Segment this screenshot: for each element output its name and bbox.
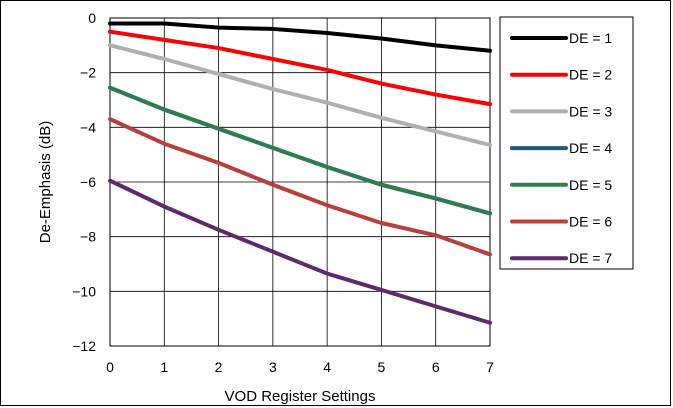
y-tick-label: −12 <box>72 338 96 354</box>
legend-label: DE = 4 <box>569 140 612 156</box>
y-tick-label: 0 <box>88 10 96 26</box>
legend-label: DE = 1 <box>569 30 612 46</box>
series-line-de-3 <box>108 43 492 148</box>
series-line-de-6 <box>108 117 492 257</box>
x-tick-label: 1 <box>160 359 168 375</box>
legend-items: DE = 1 DE = 2 DE = 3 DE = 4 DE = 5 DE = 6 DE =… <box>510 30 612 266</box>
series-lines <box>108 21 492 325</box>
legend-label: DE = 3 <box>569 103 612 119</box>
legend: DE = 1 DE = 2 DE = 3 DE = 4 DE = 5 DE = 6 DE =… <box>499 16 634 270</box>
y-tick-label: −2 <box>80 65 96 81</box>
x-tick-label: 6 <box>432 359 440 375</box>
y-axis-label: De-Emphasis (dB) <box>37 121 54 244</box>
x-tick-label: 7 <box>486 359 494 375</box>
legend-label: DE = 6 <box>569 214 612 230</box>
y-tick-label: −10 <box>72 283 96 299</box>
y-tick-label: −6 <box>80 174 96 190</box>
legend-label: DE = 5 <box>569 177 612 193</box>
x-tick-label: 2 <box>215 359 223 375</box>
legend-box <box>499 16 634 270</box>
legend-label: DE = 2 <box>569 67 612 83</box>
series-line-de-2 <box>108 29 492 107</box>
x-tick-label: 5 <box>378 359 386 375</box>
x-tick-label: 3 <box>269 359 277 375</box>
x-tick-labels: 0 1 2 3 4 5 6 7 <box>106 359 494 375</box>
legend-label: DE = 7 <box>569 250 612 266</box>
series-line-de-5 <box>108 85 492 216</box>
x-axis-label: VOD Register Settings <box>225 388 376 405</box>
y-tick-label: −4 <box>80 119 96 135</box>
x-tick-label: 0 <box>106 359 114 375</box>
y-tick-label: −8 <box>80 229 96 245</box>
grid <box>109 17 491 347</box>
series-line-de-7 <box>108 178 492 325</box>
x-tick-label: 4 <box>323 359 331 375</box>
y-tick-labels: 0 −2 −4 −6 −8 −10 −12 <box>72 10 96 354</box>
series-line-de-1 <box>108 21 492 53</box>
